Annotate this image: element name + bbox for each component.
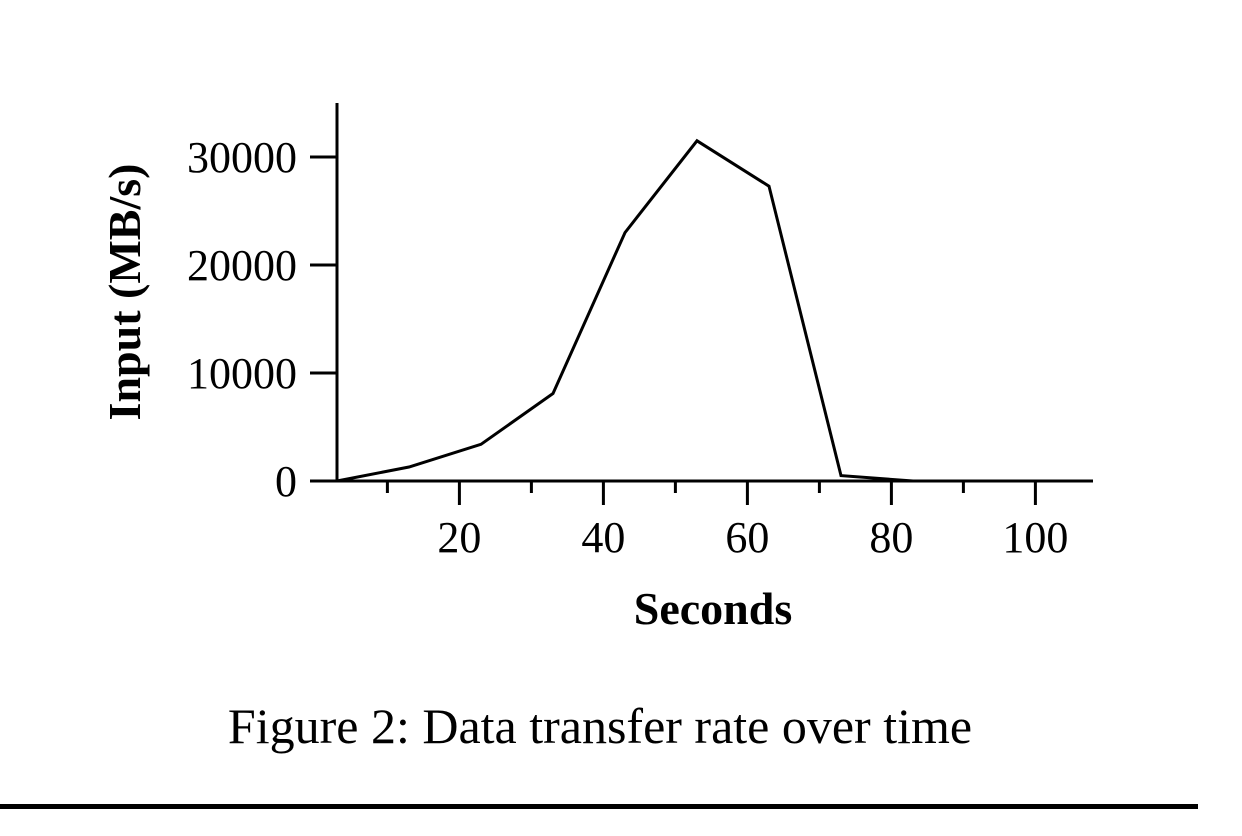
x-axis-title: Seconds <box>634 583 792 634</box>
series-line-1 <box>336 138 1093 483</box>
figure-caption: Figure 2: Data transfer rate over time <box>227 698 973 754</box>
horizontal-rule <box>0 804 1198 809</box>
y-tick-label: 30000 <box>187 133 297 182</box>
y-tick-label: 0 <box>275 457 297 506</box>
line-chart: 0 10000 20000 30000 20 40 60 80 100 Seconds Inpu… <box>99 103 1093 634</box>
x-tick-label: 80 <box>869 513 913 562</box>
y-tick-label: 20000 <box>187 241 297 290</box>
y-tick-label: 10000 <box>187 349 297 398</box>
x-tick-label: 20 <box>437 513 481 562</box>
x-tick-label: 100 <box>1002 513 1068 562</box>
plot-area: 0 10000 20000 30000 20 40 60 80 100 <box>187 103 1093 562</box>
x-tick-label: 40 <box>581 513 625 562</box>
x-tick-label: 60 <box>725 513 769 562</box>
y-axis-title: Input (MB/s) <box>99 164 150 421</box>
